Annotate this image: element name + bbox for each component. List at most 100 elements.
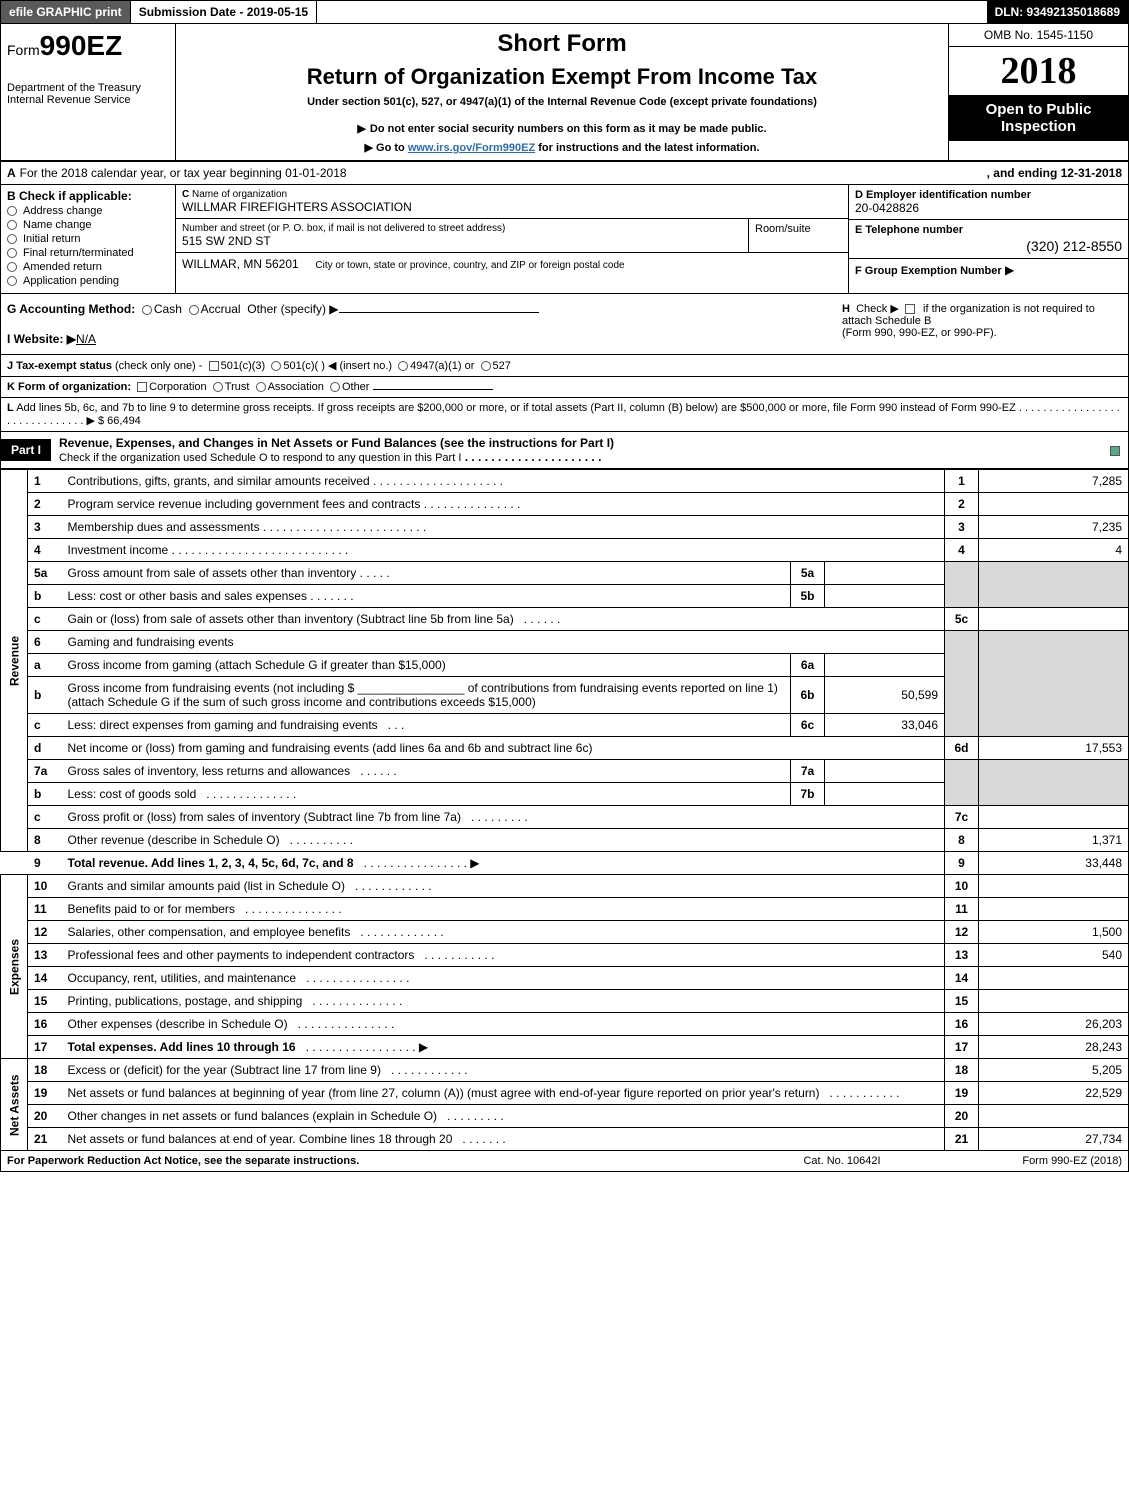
j-527-chk[interactable] [481, 361, 491, 371]
j-4947-chk[interactable] [398, 361, 408, 371]
l14-num: 14 [28, 967, 62, 990]
j-501c-chk[interactable] [271, 361, 281, 371]
h-checkbox[interactable] [905, 304, 915, 314]
chk-address-change[interactable]: Address change [7, 205, 169, 217]
l18-desc: Excess or (deficit) for the year (Subtra… [62, 1059, 945, 1082]
page-footer: For Paperwork Reduction Act Notice, see … [0, 1151, 1129, 1172]
h-text2: (Form 990, 990-EZ, or 990-PF). [842, 327, 997, 339]
chk-address-change-label: Address change [23, 205, 103, 217]
l4-rval: 4 [979, 539, 1129, 562]
department-label: Department of the Treasury [7, 82, 169, 94]
chk-final-return[interactable]: Final return/terminated [7, 247, 169, 259]
chk-initial-return-label: Initial return [23, 233, 80, 245]
l7a-innum: 7a [791, 760, 825, 783]
line-a-text-end: , and ending 12-31-2018 [987, 166, 1122, 180]
box-e: E Telephone number (320) 212-8550 [849, 220, 1128, 259]
chk-application-pending[interactable]: Application pending [7, 275, 169, 287]
chk-initial-return[interactable]: Initial return [7, 233, 169, 245]
k-assoc-chk[interactable] [256, 382, 266, 392]
j-501c3-chk[interactable] [209, 361, 219, 371]
l3-desc: Membership dues and assessments . . . . … [62, 516, 945, 539]
open-to-public: Open to Public Inspection [949, 95, 1128, 141]
part-i-checknote: Check if the organization used Schedule … [59, 452, 461, 464]
form-number: Form990EZ [7, 30, 169, 62]
l17-num: 17 [28, 1036, 62, 1059]
l19-desc: Net assets or fund balances at beginning… [62, 1082, 945, 1105]
l5c-rnum: 5c [945, 608, 979, 631]
l20-rnum: 20 [945, 1105, 979, 1128]
l5a-num: 5a [28, 562, 62, 585]
l11-rval [979, 898, 1129, 921]
l19-num: 19 [28, 1082, 62, 1105]
l17-desc: Total expenses. Add lines 10 through 16 … [62, 1036, 945, 1059]
g-accrual-radio[interactable] [189, 305, 199, 315]
l2-rnum: 2 [945, 493, 979, 516]
l10-rval [979, 875, 1129, 898]
h-label: H [842, 303, 850, 315]
l5a-desc: Gross amount from sale of assets other t… [62, 562, 791, 585]
d-value: 20-0428826 [855, 201, 1122, 215]
l13-num: 13 [28, 944, 62, 967]
row-g: G Accounting Method: Cash Accrual Other … [7, 302, 842, 346]
return-title: Return of Organization Exempt From Incom… [182, 64, 942, 90]
chk-name-change[interactable]: Name change [7, 219, 169, 231]
chk-amended-return[interactable]: Amended return [7, 261, 169, 273]
l16-rnum: 16 [945, 1013, 979, 1036]
l6d-rnum: 6d [945, 737, 979, 760]
side-revenue: Revenue [1, 470, 28, 852]
d-label: D Employer identification number [855, 189, 1122, 201]
l7a-inval [825, 760, 945, 783]
i-value: N/A [76, 332, 96, 346]
g-other-blank[interactable] [339, 312, 539, 313]
submission-date: Submission Date - 2019-05-15 [131, 1, 317, 23]
c2-value: 515 SW 2ND ST [182, 234, 740, 248]
l8-num: 8 [28, 829, 62, 852]
column-b: B Check if applicable: Address change Na… [1, 185, 176, 293]
form-number-big: 990EZ [40, 30, 123, 61]
l10-rnum: 10 [945, 875, 979, 898]
omb-number: OMB No. 1545-1150 [949, 24, 1128, 47]
l7b-desc: Less: cost of goods sold . . . . . . . .… [62, 783, 791, 806]
k-opt0: Corporation [149, 381, 206, 393]
l2-num: 2 [28, 493, 62, 516]
box-d: D Employer identification number 20-0428… [849, 185, 1128, 220]
l7ab-grey [945, 760, 979, 806]
goto-link[interactable]: www.irs.gov/Form990EZ [408, 142, 535, 154]
tax-year: 2018 [949, 47, 1128, 95]
part-i-checkbox[interactable] [1110, 443, 1128, 457]
l6b-innum: 6b [791, 677, 825, 714]
efile-print-button[interactable]: efile GRAPHIC print [1, 1, 131, 23]
f-arrow: ▶ [1005, 263, 1014, 277]
l7c-rnum: 7c [945, 806, 979, 829]
l6d-desc: Net income or (loss) from gaming and fun… [62, 737, 945, 760]
k-other-blank[interactable] [373, 389, 493, 390]
k-other-chk[interactable] [330, 382, 340, 392]
k-corp-chk[interactable] [137, 382, 147, 392]
l20-num: 20 [28, 1105, 62, 1128]
l19-rnum: 19 [945, 1082, 979, 1105]
l18-rnum: 18 [945, 1059, 979, 1082]
footer-mid: Cat. No. 10642I [742, 1155, 942, 1167]
l15-rnum: 15 [945, 990, 979, 1013]
l5b-desc: Less: cost or other basis and sales expe… [62, 585, 791, 608]
g-cash-radio[interactable] [142, 305, 152, 315]
l5c-desc: Gain or (loss) from sale of assets other… [62, 608, 945, 631]
room-label: Room/suite [755, 223, 842, 235]
j-opt1: 501(c)( ) ◀ (insert no.) [283, 360, 392, 372]
l9-num: 9 [28, 852, 62, 875]
l7c-rval [979, 806, 1129, 829]
l9-desc: Total revenue. Add lines 1, 2, 3, 4, 5c,… [62, 852, 945, 875]
l3-rval: 7,235 [979, 516, 1129, 539]
k-trust-chk[interactable] [213, 382, 223, 392]
l5c-rval [979, 608, 1129, 631]
l-amount: ▶ $ 66,494 [86, 415, 140, 427]
l7c-desc: Gross profit or (loss) from sales of inv… [62, 806, 945, 829]
topbar: efile GRAPHIC print Submission Date - 20… [0, 0, 1129, 24]
l5c-num: c [28, 608, 62, 631]
l12-num: 12 [28, 921, 62, 944]
l1-rval: 7,285 [979, 470, 1129, 493]
l6-num: 6 [28, 631, 62, 654]
side-expenses: Expenses [1, 875, 28, 1059]
header-left: Form990EZ Department of the Treasury Int… [1, 24, 176, 160]
chk-name-change-label: Name change [23, 219, 92, 231]
